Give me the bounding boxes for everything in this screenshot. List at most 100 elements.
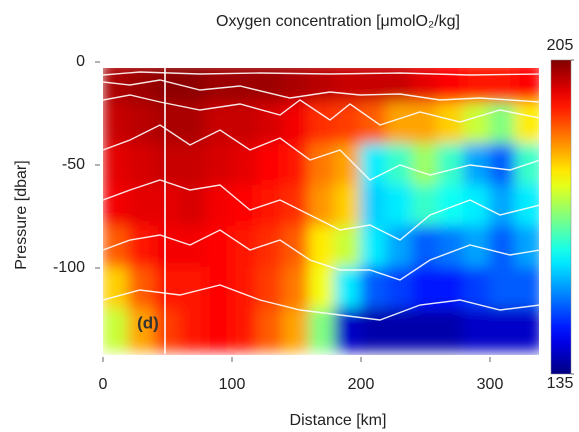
heat-cell [179, 68, 208, 105]
heat-cell [489, 102, 517, 146]
x-tick-label: 100 [219, 376, 246, 393]
y-tick-label: -100 [53, 259, 85, 276]
heat-cell [334, 184, 362, 228]
heat-cell [463, 184, 491, 228]
heat-cell [334, 225, 362, 269]
heat-cell [153, 68, 182, 105]
heat-cell [437, 267, 466, 311]
heat-cell [411, 143, 440, 187]
chart-title: Oxygen concentration [μmolO₂/kg] [216, 13, 460, 30]
heat-cell [103, 143, 130, 187]
heat-cell [103, 308, 130, 352]
heat-cell [231, 143, 259, 187]
heat-cell [256, 308, 285, 352]
heat-cell [103, 267, 130, 311]
heat-cell [489, 184, 517, 228]
heat-cell [153, 225, 182, 269]
heat-cell [463, 308, 491, 352]
heat-cell [334, 267, 362, 311]
heat-cell [411, 102, 440, 146]
heat-cell [231, 102, 259, 146]
heat-cell [489, 308, 517, 352]
heat-cell [127, 184, 156, 228]
x-tick-label: 0 [99, 376, 108, 393]
heat-cell [256, 143, 285, 187]
heat-cell [514, 102, 539, 146]
heat-cell [231, 68, 259, 105]
heat-cell [308, 225, 337, 269]
heat-cell [514, 143, 539, 187]
heat-cell [437, 68, 466, 105]
heat-cell [153, 267, 182, 311]
heat-cell [153, 143, 182, 187]
heat-cell [231, 267, 259, 311]
heat-cell [360, 308, 388, 352]
heat-cell [308, 267, 337, 311]
heat-cell [127, 143, 156, 187]
heat-cell [360, 225, 388, 269]
y-tick-label: -50 [62, 156, 85, 173]
heat-cell [514, 225, 539, 269]
heat-cell [205, 225, 233, 269]
heat-cell [437, 225, 466, 269]
heat-cell [360, 143, 388, 187]
heat-cell [153, 308, 182, 352]
x-tick-label: 200 [348, 376, 375, 393]
heat-cell [489, 267, 517, 311]
heat-cell [282, 225, 311, 269]
heat-cell [282, 308, 311, 352]
heat-cell [514, 308, 539, 352]
x-tick-label: 300 [477, 376, 504, 393]
contour-line [103, 179, 539, 241]
field [103, 68, 539, 352]
heat-cell [411, 308, 440, 352]
colorbar-tick-label: 205 [547, 37, 574, 54]
contour-line [103, 124, 539, 181]
colorbar [550, 59, 572, 375]
heat-cell [282, 267, 311, 311]
heat-cell [463, 267, 491, 311]
heat-cell [385, 308, 414, 352]
heat-cell [256, 267, 285, 311]
heat-cell [411, 184, 440, 228]
heat-cell [463, 102, 491, 146]
contour-line [103, 94, 539, 126]
heat-cell [205, 68, 233, 105]
heat-cell [179, 225, 208, 269]
contour-line [103, 71, 539, 76]
heat-cell [127, 225, 156, 269]
contours: (d) [103, 68, 539, 354]
contour-line [103, 284, 539, 321]
heat-cell [385, 68, 414, 105]
contour-line [103, 229, 539, 281]
heat-cell [385, 184, 414, 228]
heat-cell [256, 68, 285, 105]
heat-cell [127, 267, 156, 311]
heat-cell [437, 184, 466, 228]
heat-cell [514, 68, 539, 105]
heat-cell [153, 184, 182, 228]
colorbar-tick-label: 135 [547, 375, 574, 392]
heat-cell [437, 143, 466, 187]
heat-cell [489, 225, 517, 269]
heat-cell [231, 308, 259, 352]
heat-cell [179, 184, 208, 228]
heat-cell [489, 143, 517, 187]
heat-cell [514, 184, 539, 228]
heat-cell [437, 308, 466, 352]
y-axis-label: Pressure [dbar] [13, 160, 30, 269]
heat-cell [385, 102, 414, 146]
y-tick-label: 0 [76, 53, 85, 70]
heat-cell [308, 308, 337, 352]
heat-cell [103, 102, 130, 146]
heat-cell [153, 102, 182, 146]
heat-cell [282, 102, 311, 146]
heat-cell [179, 308, 208, 352]
heat-cell [360, 267, 388, 311]
heat-cell [179, 267, 208, 311]
heat-cell [360, 68, 388, 105]
heat-cell [205, 102, 233, 146]
heat-cell [282, 184, 311, 228]
heat-cell [411, 225, 440, 269]
